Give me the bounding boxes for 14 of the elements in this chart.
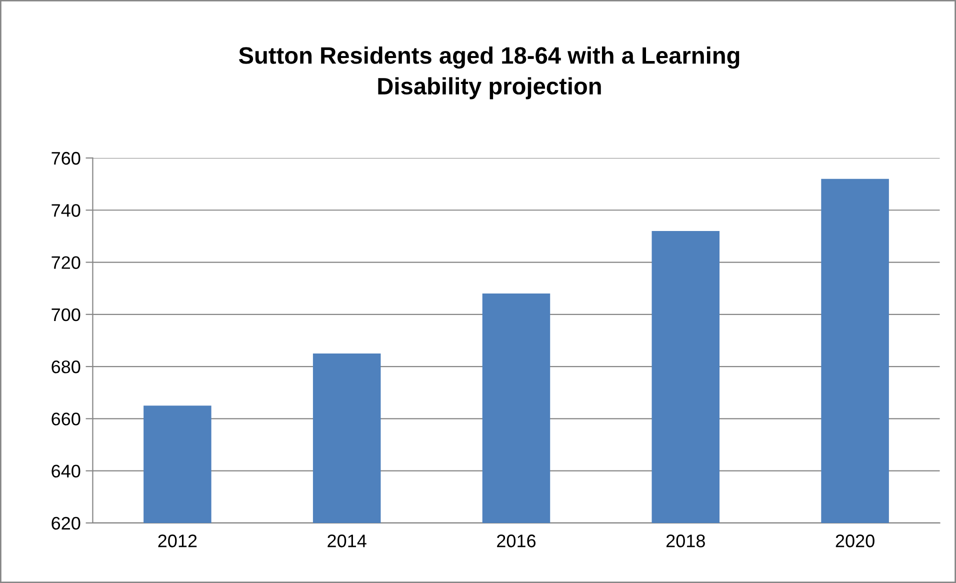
- y-tick-label: 720: [52, 256, 80, 269]
- y-tick-label: 640: [52, 464, 80, 478]
- y-tick-label: 680: [52, 360, 80, 374]
- y-tick-label: 620: [52, 516, 80, 530]
- y-tick-label: 760: [52, 152, 80, 165]
- x-tick-label: 2014: [328, 534, 366, 548]
- x-tick-label: 2012: [158, 534, 197, 548]
- chart-title: Sutton Residents aged 18-64 with a Learning Disability projection: [238, 46, 740, 100]
- x-tick-label: 2018: [666, 534, 705, 548]
- y-tick-label: 700: [52, 308, 80, 322]
- y-tick-label: 740: [52, 204, 80, 217]
- x-tick-label: 2016: [497, 534, 536, 548]
- y-tick-label: 660: [52, 412, 80, 426]
- x-tick-label: 2020: [836, 534, 874, 548]
